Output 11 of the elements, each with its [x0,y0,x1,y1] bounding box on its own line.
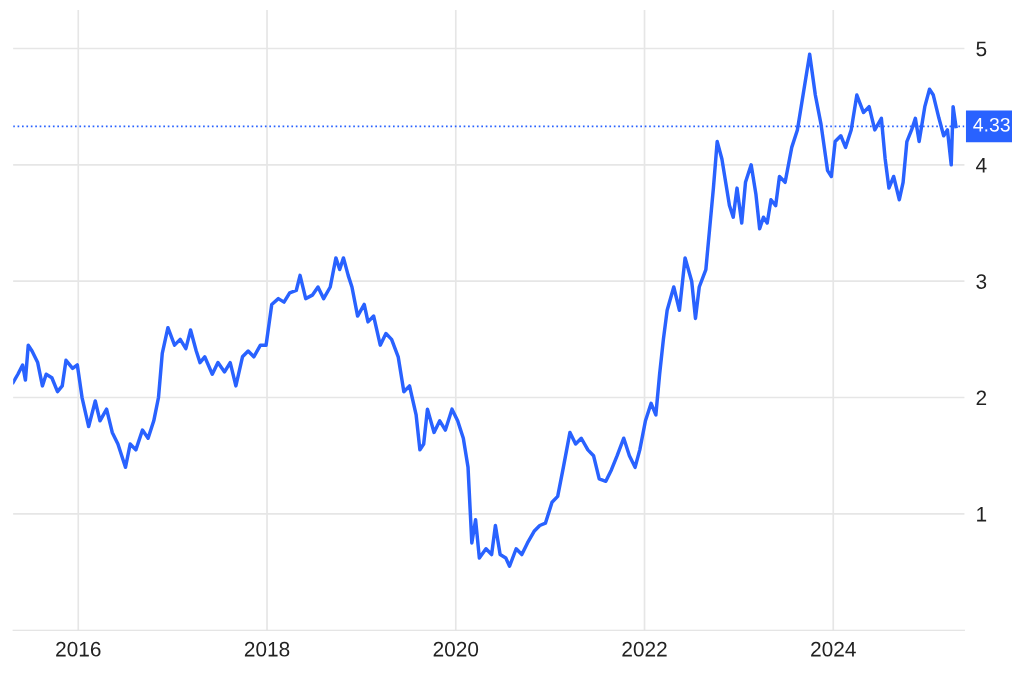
x-tick-label: 2020 [433,641,479,657]
x-tick-label: 2022 [622,641,667,657]
y-tick-label: 3 [976,274,987,289]
ref-line-label: 4.33 [973,117,1010,132]
y-tick-label: 5 [976,41,987,57]
y-tick-label: 1 [977,507,987,522]
x-tick-label: 2024 [811,641,856,657]
y-tick-label: 4 [976,158,987,173]
x-tick-label: 2016 [56,641,101,657]
y-tick-label: 2 [976,390,987,406]
x-tick-label: 2018 [244,641,290,657]
